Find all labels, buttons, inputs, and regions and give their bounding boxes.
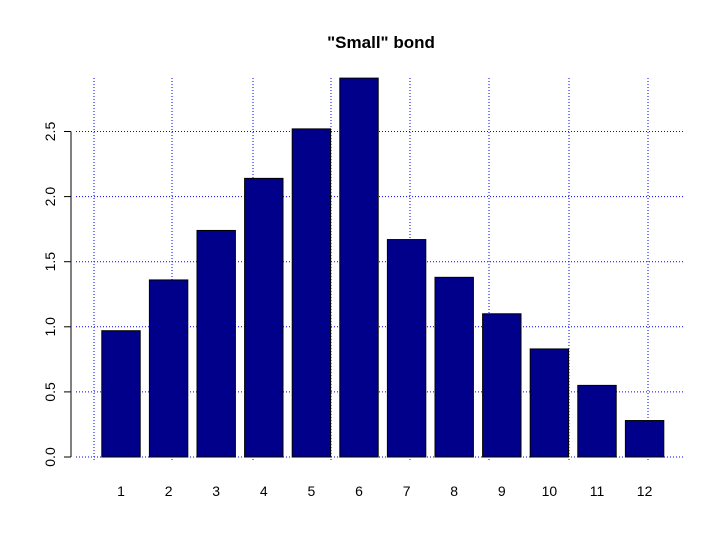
bar-12 xyxy=(624,420,665,458)
x-tick-label: 1 xyxy=(117,483,125,499)
y-tick-label: 0.5 xyxy=(42,382,58,402)
x-tick-label: 3 xyxy=(212,483,220,499)
y-tick-label: 1.5 xyxy=(42,252,58,272)
x-tick-label: 2 xyxy=(165,483,173,499)
y-tick-label: 0.0 xyxy=(42,447,58,467)
x-tick-label: 4 xyxy=(260,483,268,499)
chart-title: "Small" bond xyxy=(327,33,435,52)
y-tick-label: 1.0 xyxy=(42,317,58,337)
bar-9 xyxy=(482,313,522,458)
x-tick-label: 7 xyxy=(403,483,411,499)
y-tick-label: 2.0 xyxy=(42,187,58,207)
bar-5 xyxy=(291,128,332,458)
bar-10 xyxy=(529,348,570,458)
bar-1 xyxy=(101,330,141,458)
x-tick-label: 11 xyxy=(590,483,605,499)
bar-11 xyxy=(577,384,617,458)
y-axis: 0.0 0.5 1.0 1.5 2.0 2.5 xyxy=(42,122,72,467)
x-tick-label: 8 xyxy=(450,483,458,499)
bar-8 xyxy=(434,276,474,458)
x-tick-label: 5 xyxy=(308,483,316,499)
x-tick-label: 12 xyxy=(637,483,653,499)
bars xyxy=(101,77,665,458)
x-tick-label: 10 xyxy=(542,483,558,499)
y-tick-label: 2.5 xyxy=(42,122,58,142)
bar-3 xyxy=(196,229,236,458)
bar-7 xyxy=(386,239,427,458)
x-axis-tick-labels: 1 2 3 4 5 6 7 8 9 10 11 12 xyxy=(117,483,652,499)
bar-6 xyxy=(339,77,379,458)
x-tick-label: 6 xyxy=(355,483,363,499)
bar-2 xyxy=(148,279,189,458)
bar-4 xyxy=(244,177,284,458)
x-tick-label: 9 xyxy=(498,483,506,499)
